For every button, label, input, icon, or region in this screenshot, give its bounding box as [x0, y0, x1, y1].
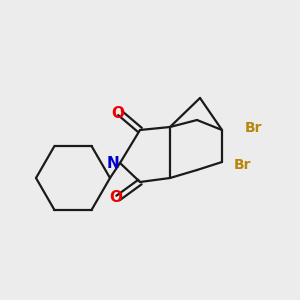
Text: Br: Br: [234, 158, 251, 172]
Text: O: O: [112, 106, 124, 121]
Text: Br: Br: [245, 121, 262, 135]
Text: O: O: [110, 190, 122, 206]
Text: N: N: [106, 155, 119, 170]
